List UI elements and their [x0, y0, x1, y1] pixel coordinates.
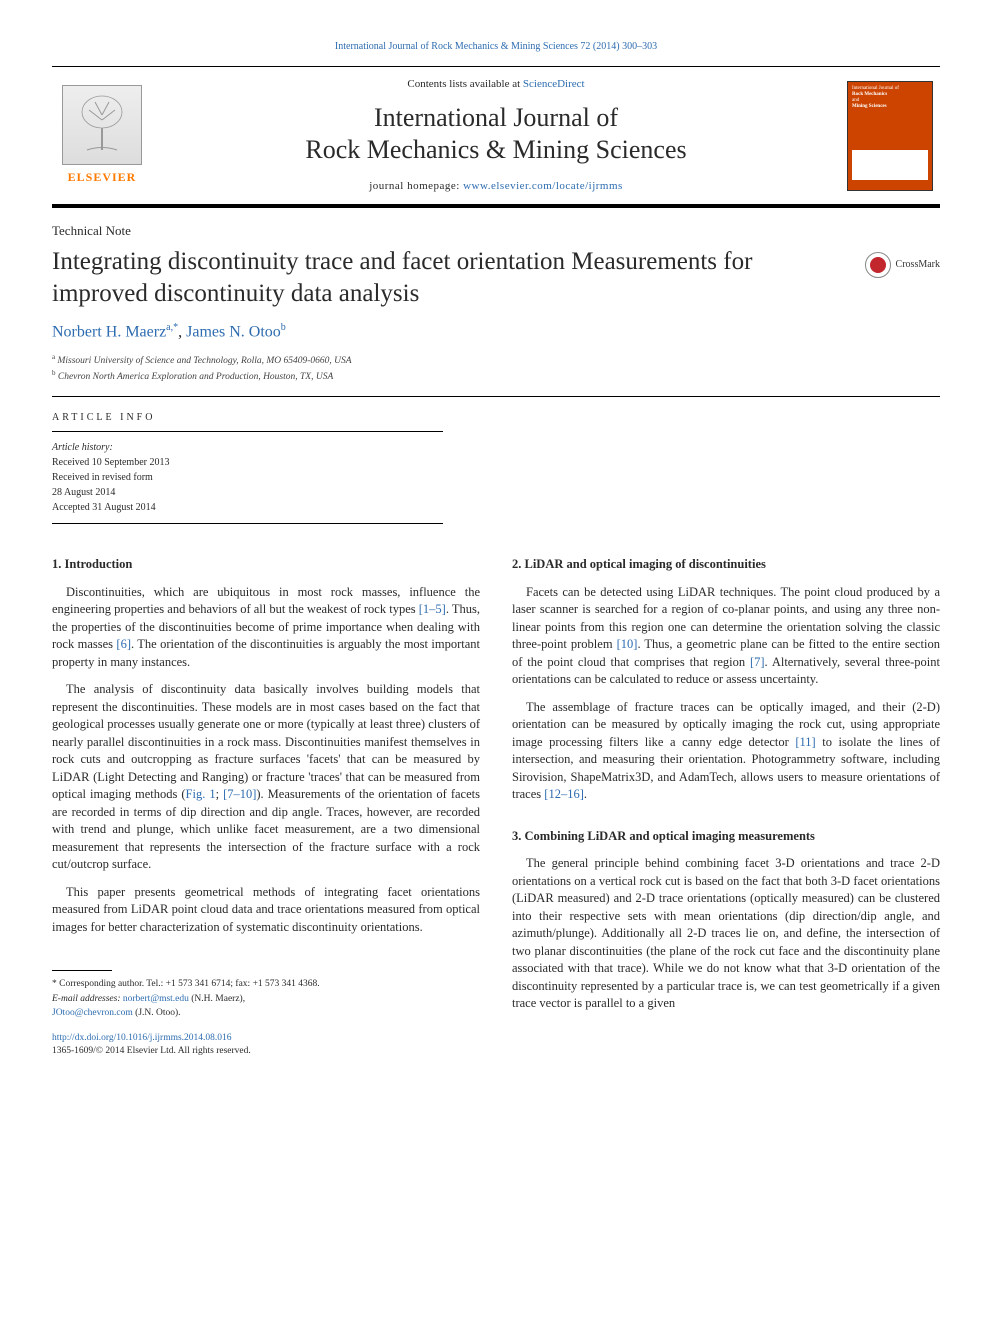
- journal-homepage-line: journal homepage: www.elsevier.com/locat…: [172, 179, 820, 194]
- crossmark-badge-icon: [865, 252, 891, 278]
- paragraph: The analysis of discontinuity data basic…: [52, 681, 480, 874]
- contents-available-line: Contents lists available at ScienceDirec…: [172, 77, 820, 92]
- history-accepted: Accepted 31 August 2014: [52, 500, 443, 515]
- paragraph: Discontinuities, which are ubiquitous in…: [52, 584, 480, 672]
- paragraph: Facets can be detected using LiDAR techn…: [512, 584, 940, 689]
- citation-link[interactable]: [7–10]: [223, 787, 256, 801]
- crossmark-label: CrossMark: [896, 258, 940, 272]
- journal-title-l1: International Journal of: [374, 103, 618, 132]
- paragraph: The general principle behind combining f…: [512, 855, 940, 1013]
- footnotes: * Corresponding author. Tel.: +1 573 341…: [52, 977, 480, 1020]
- left-column: 1. Introduction Discontinuities, which a…: [52, 550, 480, 1058]
- divider: [52, 396, 940, 397]
- copyright-line: 1365-1609/© 2014 Elsevier Ltd. All right…: [52, 1045, 480, 1058]
- author-link[interactable]: Norbert H. Maerz: [52, 323, 166, 340]
- right-column: 2. LiDAR and optical imaging of disconti…: [512, 550, 940, 1058]
- email-link[interactable]: norbert@mst.edu: [123, 994, 189, 1004]
- citation-link[interactable]: [10]: [617, 637, 638, 651]
- affiliation-item: b Chevron North America Exploration and …: [52, 368, 940, 384]
- article-info-heading: ARTICLE INFO: [52, 411, 940, 425]
- article-info-block: Article history: Received 10 September 2…: [52, 431, 443, 524]
- history-revised-l2: 28 August 2014: [52, 485, 443, 500]
- journal-title: International Journal of Rock Mechanics …: [172, 102, 820, 164]
- history-received: Received 10 September 2013: [52, 455, 443, 470]
- body-columns: 1. Introduction Discontinuities, which a…: [52, 550, 940, 1058]
- journal-title-block: Contents lists available at ScienceDirec…: [152, 67, 840, 204]
- citation-link[interactable]: [1–5]: [419, 602, 446, 616]
- crossmark-widget[interactable]: CrossMark: [865, 252, 940, 278]
- elsevier-tree-icon: [62, 85, 142, 165]
- section-heading: 2. LiDAR and optical imaging of disconti…: [512, 556, 940, 574]
- journal-citation-link[interactable]: International Journal of Rock Mechanics …: [335, 41, 657, 52]
- journal-masthead: ELSEVIER Contents lists available at Sci…: [52, 66, 940, 208]
- citation-link[interactable]: [6]: [116, 637, 131, 651]
- author-aff-mark: b: [281, 322, 286, 333]
- email-addresses-2: JOtoo@chevron.com (J.N. Otoo).: [52, 1006, 480, 1020]
- journal-homepage-prefix: journal homepage:: [369, 180, 463, 192]
- email-addresses: E-mail addresses: norbert@mst.edu (N.H. …: [52, 992, 480, 1006]
- publisher-logo-block: ELSEVIER: [52, 67, 152, 204]
- citation-link[interactable]: [7]: [750, 655, 765, 669]
- paragraph: The assemblage of fracture traces can be…: [512, 699, 940, 804]
- citation-link[interactable]: [12–16]: [544, 787, 584, 801]
- footnote-separator: [52, 970, 112, 971]
- article-title: Integrating discontinuity trace and face…: [52, 246, 845, 309]
- author-list: Norbert H. Maerza,*, James N. Otoob: [52, 321, 940, 344]
- history-revised-l1: Received in revised form: [52, 470, 443, 485]
- email-link[interactable]: JOtoo@chevron.com: [52, 1008, 133, 1018]
- publisher-name: ELSEVIER: [68, 169, 137, 186]
- section-heading: 1. Introduction: [52, 556, 480, 574]
- paragraph: This paper presents geometrical methods …: [52, 884, 480, 937]
- section-heading: 3. Combining LiDAR and optical imaging m…: [512, 828, 940, 846]
- journal-cover-block: International Journal of Rock Mechanics …: [840, 67, 940, 204]
- figure-link[interactable]: Fig. 1: [186, 787, 216, 801]
- history-label: Article history:: [52, 440, 443, 455]
- author-link[interactable]: James N. Otoo: [186, 323, 281, 340]
- journal-homepage-link[interactable]: www.elsevier.com/locate/ijrmms: [463, 180, 623, 192]
- doi-line: http://dx.doi.org/10.1016/j.ijrmms.2014.…: [52, 1032, 480, 1045]
- journal-title-l2: Rock Mechanics & Mining Sciences: [305, 135, 686, 164]
- cover-band: [852, 150, 928, 180]
- sciencedirect-link[interactable]: ScienceDirect: [523, 78, 585, 90]
- corresponding-author-note: * Corresponding author. Tel.: +1 573 341…: [52, 977, 480, 991]
- contents-available-prefix: Contents lists available at: [407, 78, 522, 90]
- author-aff-mark: a,*: [166, 322, 178, 333]
- affiliation-list: a Missouri University of Science and Tec…: [52, 352, 940, 385]
- journal-citation-header: International Journal of Rock Mechanics …: [52, 40, 940, 54]
- doi-link[interactable]: http://dx.doi.org/10.1016/j.ijrmms.2014.…: [52, 1033, 232, 1043]
- journal-cover-thumb: International Journal of Rock Mechanics …: [847, 81, 933, 191]
- affiliation-item: a Missouri University of Science and Tec…: [52, 352, 940, 368]
- citation-link[interactable]: [11]: [795, 735, 815, 749]
- article-type: Technical Note: [52, 222, 940, 240]
